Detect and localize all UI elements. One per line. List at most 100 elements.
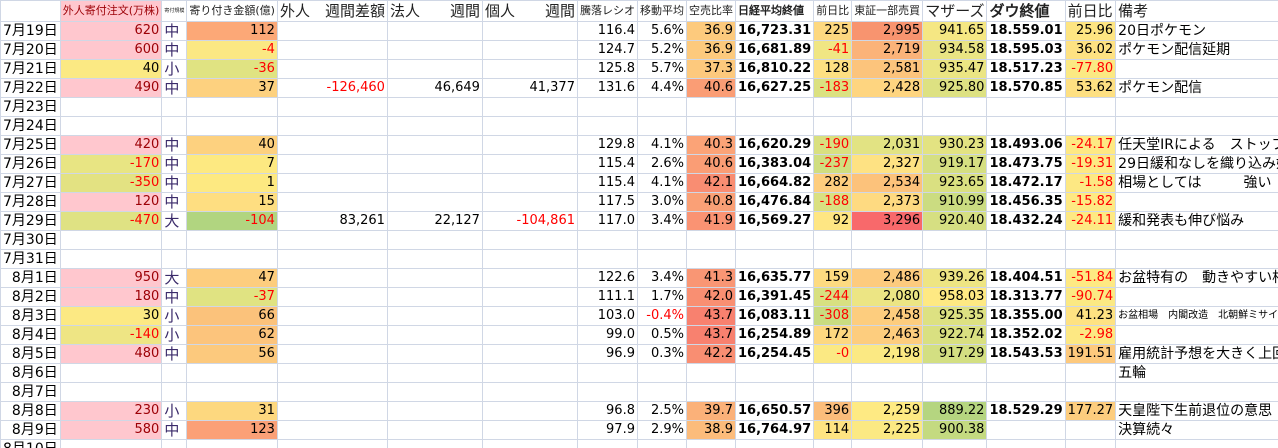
cell-open-amount[interactable]: 56 [186, 344, 278, 364]
cell-date[interactable]: 7月26日 [0, 154, 61, 174]
cell-corp-weekly[interactable] [386, 420, 483, 440]
cell-indiv-weekly[interactable] [481, 401, 578, 421]
cell-dow-close[interactable]: 18.472.17 [986, 173, 1066, 193]
cell-indiv-weekly[interactable] [481, 344, 578, 364]
cell-dow-change[interactable]: -90.74 [1064, 287, 1117, 307]
cell-adv-decline-ratio[interactable]: 125.8 [576, 59, 638, 79]
cell-foreign-weekly[interactable] [276, 420, 388, 440]
cell-adv-decline-ratio[interactable]: 111.1 [576, 287, 638, 307]
cell-indiv-weekly[interactable] [481, 154, 578, 174]
cell-nikkei-close[interactable] [734, 230, 815, 250]
cell-size[interactable]: 小 [161, 59, 188, 79]
cell-foreign-weekly[interactable] [276, 192, 388, 212]
cell-short-ratio[interactable]: 40.6 [685, 78, 736, 98]
cell-indiv-weekly[interactable] [481, 97, 578, 117]
cell-nikkei-close[interactable]: 16,254.89 [734, 325, 815, 345]
cell-note[interactable] [1115, 325, 1278, 345]
cell-tse-volume[interactable]: 2,428 [851, 78, 924, 98]
cell-size[interactable]: 中 [161, 192, 188, 212]
cell-mothers[interactable] [922, 97, 988, 117]
cell-dow-close[interactable] [986, 230, 1066, 250]
cell-indiv-weekly[interactable] [481, 230, 578, 250]
cell-corp-weekly[interactable] [386, 230, 483, 250]
cell-date[interactable]: 7月30日 [0, 230, 61, 250]
header-dow-close[interactable]: ダウ終値 [986, 0, 1066, 22]
cell-dow-change[interactable] [1064, 363, 1117, 383]
cell-foreign-weekly[interactable] [276, 306, 388, 326]
cell-dow-close[interactable]: 18.543.53 [986, 344, 1066, 364]
cell-size[interactable]: 中 [161, 344, 188, 364]
cell-open-amount[interactable]: -36 [186, 59, 278, 79]
cell-moving-average[interactable] [636, 382, 687, 402]
cell-nikkei-close[interactable]: 16,723.31 [734, 21, 815, 41]
cell-foreign-order[interactable]: 490 [59, 78, 163, 98]
cell-date[interactable]: 7月31日 [0, 249, 61, 269]
cell-mothers[interactable]: 941.65 [922, 21, 988, 41]
cell-corp-weekly[interactable] [386, 287, 483, 307]
cell-moving-average[interactable] [636, 230, 687, 250]
cell-moving-average[interactable]: 4.1% [636, 135, 687, 155]
cell-nikkei-change[interactable]: -308 [813, 306, 853, 326]
cell-indiv-weekly[interactable] [481, 268, 578, 288]
cell-size[interactable] [161, 116, 188, 136]
cell-dow-close[interactable]: 18.456.35 [986, 192, 1066, 212]
cell-nikkei-close[interactable]: 16,391.45 [734, 287, 815, 307]
cell-mothers[interactable]: 920.40 [922, 211, 988, 231]
cell-dow-change[interactable]: -19.31 [1064, 154, 1117, 174]
cell-dow-change[interactable]: -51.84 [1064, 268, 1117, 288]
cell-nikkei-close[interactable]: 16,635.77 [734, 268, 815, 288]
cell-nikkei-change[interactable] [813, 439, 853, 448]
cell-short-ratio[interactable] [685, 249, 736, 269]
cell-tse-volume[interactable]: 2,327 [851, 154, 924, 174]
cell-moving-average[interactable] [636, 249, 687, 269]
cell-indiv-weekly[interactable] [481, 116, 578, 136]
cell-nikkei-change[interactable] [813, 97, 853, 117]
cell-adv-decline-ratio[interactable]: 115.4 [576, 154, 638, 174]
cell-foreign-weekly[interactable] [276, 21, 388, 41]
cell-mothers[interactable]: 910.99 [922, 192, 988, 212]
cell-moving-average[interactable] [636, 97, 687, 117]
cell-open-amount[interactable] [186, 363, 278, 383]
cell-dow-change[interactable]: -1.58 [1064, 173, 1117, 193]
cell-size[interactable]: 中 [161, 154, 188, 174]
cell-foreign-order[interactable]: 580 [59, 420, 163, 440]
cell-corp-weekly[interactable] [386, 116, 483, 136]
cell-foreign-weekly[interactable] [276, 382, 388, 402]
cell-foreign-order[interactable] [59, 249, 163, 269]
cell-nikkei-change[interactable]: -237 [813, 154, 853, 174]
cell-nikkei-change[interactable]: 128 [813, 59, 853, 79]
cell-dow-change[interactable] [1064, 116, 1117, 136]
cell-dow-close[interactable]: 18.404.51 [986, 268, 1066, 288]
cell-mothers[interactable]: 930.23 [922, 135, 988, 155]
cell-note[interactable]: 緩和発表も伸び悩み [1115, 211, 1278, 231]
cell-indiv-weekly[interactable] [481, 363, 578, 383]
cell-tse-volume[interactable] [851, 116, 924, 136]
cell-moving-average[interactable] [636, 439, 687, 448]
cell-dow-close[interactable] [986, 97, 1066, 117]
cell-foreign-order[interactable]: -170 [59, 154, 163, 174]
cell-moving-average[interactable]: 5.7% [636, 59, 687, 79]
cell-size[interactable]: 大 [161, 268, 188, 288]
cell-tse-volume[interactable]: 2,719 [851, 40, 924, 60]
header-open-amount[interactable]: 寄り付き金額(億) [186, 0, 278, 22]
cell-size[interactable]: 中 [161, 40, 188, 60]
cell-tse-volume[interactable] [851, 97, 924, 117]
cell-dow-close[interactable] [986, 439, 1066, 448]
header-adv-decline-ratio[interactable]: 騰落レシオ [576, 0, 638, 22]
cell-mothers[interactable] [922, 363, 988, 383]
cell-mothers[interactable] [922, 382, 988, 402]
cell-foreign-order[interactable] [59, 439, 163, 448]
cell-adv-decline-ratio[interactable] [576, 230, 638, 250]
cell-short-ratio[interactable]: 42.1 [685, 173, 736, 193]
cell-note[interactable] [1115, 192, 1278, 212]
header-note[interactable]: 備考 [1115, 0, 1278, 22]
cell-nikkei-close[interactable] [734, 363, 815, 383]
cell-note[interactable]: 五輪 [1115, 363, 1278, 383]
cell-foreign-order[interactable] [59, 230, 163, 250]
cell-tse-volume[interactable]: 2,373 [851, 192, 924, 212]
cell-nikkei-close[interactable]: 16,620.29 [734, 135, 815, 155]
cell-nikkei-close[interactable]: 16,383.04 [734, 154, 815, 174]
cell-foreign-weekly[interactable] [276, 268, 388, 288]
cell-corp-weekly[interactable] [386, 40, 483, 60]
cell-open-amount[interactable]: -104 [186, 211, 278, 231]
